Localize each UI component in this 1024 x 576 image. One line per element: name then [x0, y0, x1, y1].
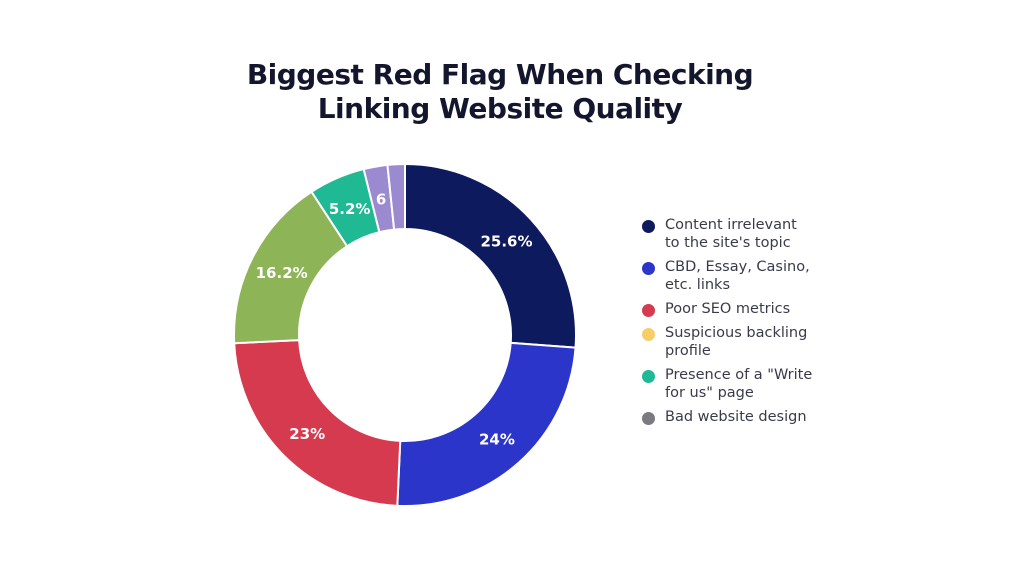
- legend-dot-icon: [642, 220, 655, 233]
- slice-label-5: 6: [376, 191, 386, 209]
- legend-label-line: CBD, Essay, Casino,: [665, 259, 810, 275]
- slice-2: [233, 339, 402, 507]
- slice-label-2: 23%: [289, 425, 325, 443]
- slice-0: [404, 162, 577, 349]
- legend-label: Bad website design: [665, 408, 807, 426]
- legend-item: Poor SEO metrics: [642, 300, 842, 318]
- legend-label: CBD, Essay, Casino, etc. links: [665, 258, 810, 294]
- title-line-2: Linking Website Quality: [317, 92, 683, 125]
- legend-dot-icon: [642, 412, 655, 425]
- slice-6: [386, 162, 406, 231]
- legend-label-line: Bad website design: [665, 409, 807, 425]
- slice-label-4: 5.2%: [329, 200, 371, 218]
- legend-item: Bad website design: [642, 408, 842, 426]
- legend-label: Poor SEO metrics: [665, 300, 790, 318]
- title-line-1: Biggest Red Flag When Checking: [246, 58, 754, 91]
- slice-label-0: 25.6%: [480, 233, 532, 251]
- legend-label-line: Presence of a "Write: [665, 367, 813, 383]
- legend-label: Content irrelevant to the site's topic: [665, 216, 797, 252]
- slice-label-3: 16.2%: [256, 264, 308, 282]
- legend-label-line: profile: [665, 343, 711, 359]
- legend-label: Suspicious backling profile: [665, 324, 807, 360]
- legend-label-line: Suspicious backling: [665, 325, 808, 341]
- legend-label-line: Content irrelevant: [665, 217, 797, 233]
- legend-dot-icon: [642, 328, 655, 341]
- legend-item: Content irrelevant to the site's topic: [642, 216, 842, 252]
- slice-label-1: 24%: [479, 431, 515, 449]
- legend-dot-icon: [642, 304, 655, 317]
- legend-item: Presence of a "Write for us" page: [642, 366, 842, 402]
- legend-dot-icon: [642, 262, 655, 275]
- legend-label-line: to the site's topic: [665, 235, 791, 251]
- legend-item: Suspicious backling profile: [642, 324, 842, 360]
- chart-title: Biggest Red Flag When Checking Linking W…: [0, 58, 1000, 126]
- legend-label: Presence of a "Write for us" page: [665, 366, 812, 402]
- legend-item: CBD, Essay, Casino, etc. links: [642, 258, 842, 294]
- legend-label-line: etc. links: [665, 277, 730, 293]
- legend-label-line: Poor SEO metrics: [665, 301, 791, 317]
- legend-label-line: for us" page: [665, 385, 754, 401]
- legend-dot-icon: [642, 370, 655, 383]
- slice-1: [396, 341, 577, 507]
- legend: Content irrelevant to the site's topic CBD…: [642, 216, 842, 432]
